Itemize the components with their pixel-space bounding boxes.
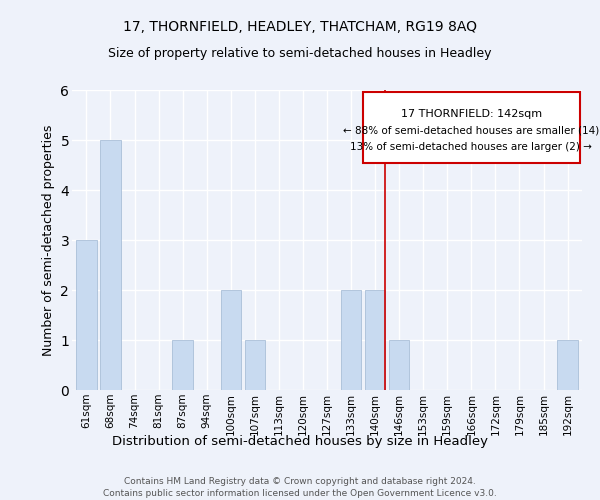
Bar [363,92,580,162]
Bar [221,290,241,390]
Bar [341,290,361,390]
Bar [172,340,193,390]
Text: ← 88% of semi-detached houses are smaller (14): ← 88% of semi-detached houses are smalle… [343,126,599,136]
Text: Contains HM Land Registry data © Crown copyright and database right 2024.
Contai: Contains HM Land Registry data © Crown c… [103,476,497,498]
Bar [245,340,265,390]
Text: 17, THORNFIELD, HEADLEY, THATCHAM, RG19 8AQ: 17, THORNFIELD, HEADLEY, THATCHAM, RG19 … [123,20,477,34]
Text: Size of property relative to semi-detached houses in Headley: Size of property relative to semi-detach… [108,48,492,60]
Text: Distribution of semi-detached houses by size in Headley: Distribution of semi-detached houses by … [112,435,488,448]
Bar [557,340,578,390]
Bar [389,340,409,390]
Y-axis label: Number of semi-detached properties: Number of semi-detached properties [42,124,55,356]
Bar [100,140,121,390]
Bar [76,240,97,390]
Bar [365,290,385,390]
Text: 13% of semi-detached houses are larger (2) →: 13% of semi-detached houses are larger (… [350,142,592,152]
Text: 17 THORNFIELD: 142sqm: 17 THORNFIELD: 142sqm [401,108,542,118]
